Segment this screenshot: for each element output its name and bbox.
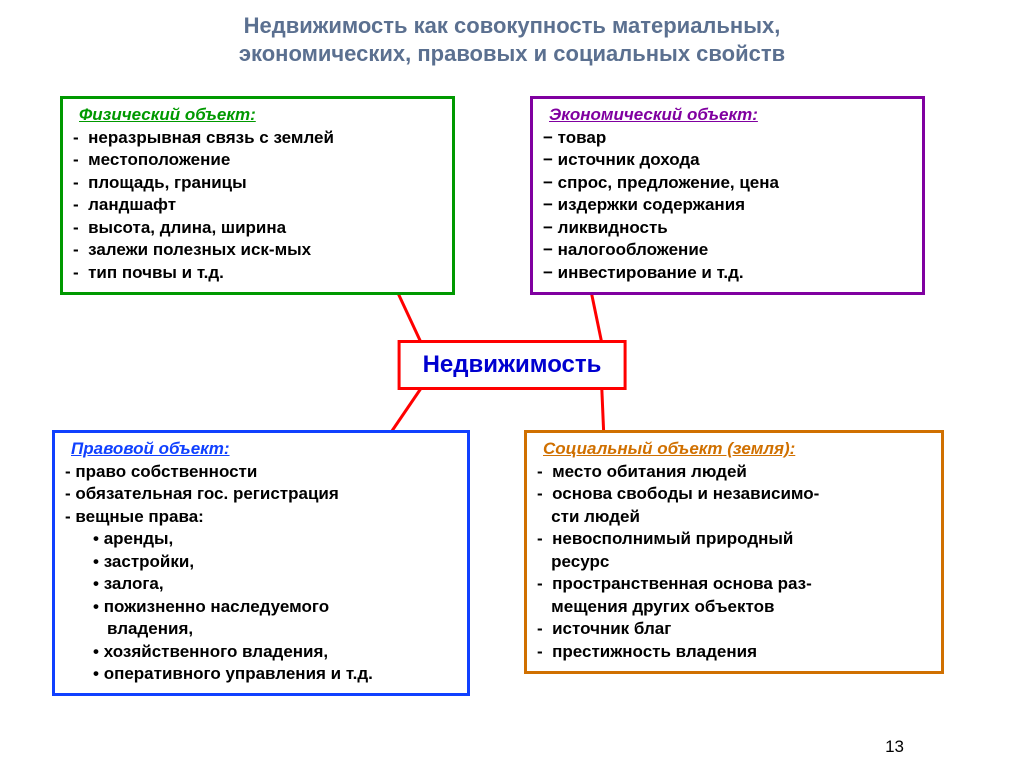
list-item: − издержки содержания bbox=[543, 194, 912, 216]
list-item: - обязательная гос. регистрация bbox=[65, 483, 457, 505]
list-subitem: хозяйственного владения, bbox=[93, 641, 457, 663]
list-item: - источник благ bbox=[537, 618, 931, 640]
list-item: ресурс bbox=[537, 551, 931, 573]
list-item: − инвестирование и т.д. bbox=[543, 262, 912, 284]
legal-box: Правовой объект: - право собственности- … bbox=[52, 430, 470, 696]
title-line-2: экономических, правовых и социальных сво… bbox=[239, 41, 785, 66]
connector-to-social bbox=[601, 387, 605, 434]
list-subitem: залога, bbox=[93, 573, 457, 595]
legal-heading: Правовой объект: bbox=[71, 439, 457, 459]
list-item: − ликвидность bbox=[543, 217, 912, 239]
title-line-1: Недвижимость как совокупность материальн… bbox=[244, 13, 781, 38]
list-item: - неразрывная связь с землей bbox=[73, 127, 442, 149]
list-item: - пространственная основа раз- bbox=[537, 573, 931, 595]
list-item: − спрос, предложение, цена bbox=[543, 172, 912, 194]
list-subitem: оперативного управления и т.д. bbox=[93, 663, 457, 685]
economic-box: Экономический объект: − товар− источник … bbox=[530, 96, 925, 295]
physical-items: - неразрывная связь с землей- местополож… bbox=[73, 127, 442, 284]
list-item: - право собственности bbox=[65, 461, 457, 483]
list-item: - тип почвы и т.д. bbox=[73, 262, 442, 284]
list-item: - место обитания людей bbox=[537, 461, 931, 483]
list-item: − налогообложение bbox=[543, 239, 912, 261]
list-item: - вещные права: bbox=[65, 506, 457, 528]
social-items: - место обитания людей- основа свободы и… bbox=[537, 461, 931, 663]
list-item: мещения других объектов bbox=[537, 596, 931, 618]
economic-heading: Экономический объект: bbox=[549, 105, 912, 125]
legal-items: - право собственности- обязательная гос.… bbox=[65, 461, 457, 528]
list-subitem: аренды, bbox=[93, 528, 457, 550]
list-subitem: пожизненно наследуемого bbox=[93, 596, 457, 618]
physical-heading: Физический объект: bbox=[79, 105, 442, 125]
connector-to-economic bbox=[589, 287, 603, 345]
social-heading: Социальный объект (земля): bbox=[543, 439, 931, 459]
legal-subitems: аренды,застройки,залога,пожизненно насле… bbox=[93, 528, 457, 685]
list-item: - высота, длина, ширина bbox=[73, 217, 442, 239]
connector-to-legal bbox=[389, 387, 423, 435]
social-box: Социальный объект (земля): - место обита… bbox=[524, 430, 944, 674]
connector-to-physical bbox=[394, 287, 423, 346]
economic-items: − товар− источник дохода− спрос, предлож… bbox=[543, 127, 912, 284]
list-item: - площадь, границы bbox=[73, 172, 442, 194]
list-item: - престижность владения bbox=[537, 641, 931, 663]
diagram-title: Недвижимость как совокупность материальн… bbox=[0, 0, 1024, 75]
page-number: 13 bbox=[885, 737, 904, 757]
physical-box: Физический объект: - неразрывная связь с… bbox=[60, 96, 455, 295]
list-item: - невосполнимый природный bbox=[537, 528, 931, 550]
list-item: - местоположение bbox=[73, 149, 442, 171]
list-item: сти людей bbox=[537, 506, 931, 528]
list-item: − источник дохода bbox=[543, 149, 912, 171]
list-item: − товар bbox=[543, 127, 912, 149]
list-subitem: владения, bbox=[107, 618, 457, 640]
list-item: - основа свободы и независимо- bbox=[537, 483, 931, 505]
list-item: - ландшафт bbox=[73, 194, 442, 216]
list-subitem: застройки, bbox=[93, 551, 457, 573]
list-item: - залежи полезных иск-мых bbox=[73, 239, 442, 261]
center-label: Недвижимость bbox=[398, 340, 627, 390]
